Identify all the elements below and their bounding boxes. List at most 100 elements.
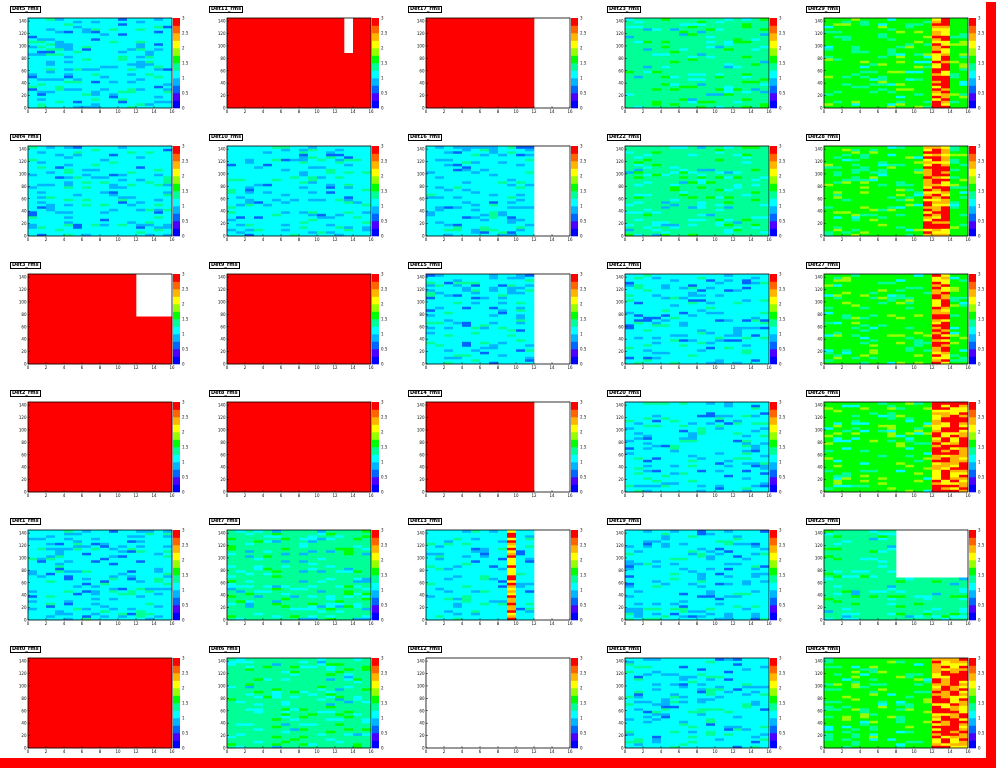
heatmap-cell <box>435 21 444 24</box>
heatmap-cell <box>444 101 453 104</box>
heatmap-cell <box>236 18 245 21</box>
heatmap-cell <box>317 191 326 194</box>
heatmap-cell <box>64 83 73 86</box>
heatmap-cell <box>362 164 371 167</box>
heatmap-cell <box>236 216 245 219</box>
x-tick-label: 2 <box>642 109 645 114</box>
heatmap-cell <box>661 214 670 217</box>
heatmap-cell <box>525 176 534 179</box>
heatmap-cell <box>91 181 100 184</box>
heatmap-cell <box>824 48 833 51</box>
heatmap-cell <box>362 63 371 66</box>
heatmap-cell <box>154 216 163 219</box>
heatmap-cell <box>46 36 55 39</box>
heatmap-cell <box>317 81 326 84</box>
heatmap-cell <box>905 48 914 51</box>
heatmap-cell <box>272 81 281 84</box>
heatmap-cell <box>625 176 634 179</box>
heatmap-cell <box>28 98 37 101</box>
heatmap-cell <box>498 186 507 189</box>
heatmap-cell <box>154 63 163 66</box>
heatmap-cell <box>643 81 652 84</box>
heatmap-cell <box>643 184 652 187</box>
heatmap-cell <box>932 33 941 36</box>
heatmap-cell <box>914 88 923 91</box>
heatmap-cell <box>878 58 887 61</box>
heatmap-cell <box>453 88 462 91</box>
heatmap-cell <box>55 229 64 232</box>
heatmap-cell <box>290 201 299 204</box>
heatmap-cell <box>163 179 172 182</box>
heatmap-cell <box>145 78 154 81</box>
heatmap-cell <box>525 201 534 204</box>
heatmap-cell <box>833 51 842 54</box>
heatmap-cell <box>760 61 769 64</box>
heatmap-cell <box>670 88 679 91</box>
heatmap-cell <box>435 38 444 41</box>
heatmap-cell <box>290 56 299 59</box>
heatmap-cell <box>489 169 498 172</box>
heatmap-cell <box>227 179 236 182</box>
heatmap-cell <box>670 219 679 222</box>
heatmap-cell <box>435 26 444 29</box>
heatmap-cell <box>82 36 91 39</box>
heatmap-cell <box>760 68 769 71</box>
heatmap-cell <box>842 71 851 74</box>
heatmap-cell <box>335 26 344 29</box>
heatmap-cell <box>670 26 679 29</box>
heatmap-cell <box>145 46 154 49</box>
heatmap-cell <box>444 204 453 207</box>
heatmap-cell <box>46 86 55 89</box>
heatmap-cell <box>100 56 109 59</box>
heatmap-cell <box>281 46 290 49</box>
heatmap-cell <box>480 154 489 157</box>
z-tick-label: 0.5 <box>978 91 985 96</box>
heatmap-cell <box>833 41 842 44</box>
heatmap-cell <box>73 18 82 21</box>
heatmap-cell <box>118 33 127 36</box>
heatmap-cell <box>625 43 634 46</box>
heatmap-cell <box>923 41 932 44</box>
heatmap-cell <box>489 98 498 101</box>
heatmap-cell <box>652 206 661 209</box>
heatmap-cell <box>462 206 471 209</box>
heatmap-cell <box>462 96 471 99</box>
heatmap-cell <box>46 199 55 202</box>
heatmap-cell <box>923 23 932 26</box>
heatmap-cell <box>516 83 525 86</box>
heatmap-cell <box>236 28 245 31</box>
heatmap-cell <box>236 204 245 207</box>
heatmap-cell <box>317 214 326 217</box>
z-tick-label: 1.5 <box>182 61 189 66</box>
heatmap-cell <box>227 216 236 219</box>
heatmap-cell <box>236 191 245 194</box>
heatmap-cell <box>290 71 299 74</box>
heatmap-cell <box>760 101 769 104</box>
heatmap-cell <box>136 169 145 172</box>
heatmap-cell <box>281 48 290 51</box>
heatmap-cell <box>679 38 688 41</box>
heatmap-cell <box>643 219 652 222</box>
heatmap-cell <box>163 61 172 64</box>
heatmap-cell <box>435 171 444 174</box>
color-scale-segment <box>571 71 578 79</box>
heatmap-cell <box>82 33 91 36</box>
heatmap-cell <box>82 146 91 149</box>
heatmap-cell <box>453 86 462 89</box>
heatmap-cell <box>227 53 236 56</box>
x-tick-label: 4 <box>262 109 265 114</box>
heatmap-cell <box>236 38 245 41</box>
heatmap-cell <box>353 156 362 159</box>
heatmap-cell <box>290 18 299 21</box>
heatmap-cell <box>163 56 172 59</box>
heatmap-cell <box>46 28 55 31</box>
heatmap-cell <box>82 171 91 174</box>
heatmap-cell <box>254 58 263 61</box>
heatmap-cell <box>163 91 172 94</box>
heatmap-cell <box>136 211 145 214</box>
heatmap-cell <box>163 43 172 46</box>
heatmap-cell <box>643 73 652 76</box>
heatmap-cell <box>869 86 878 89</box>
y-tick-label: 100 <box>19 43 27 48</box>
x-tick-label: 4 <box>63 109 66 114</box>
